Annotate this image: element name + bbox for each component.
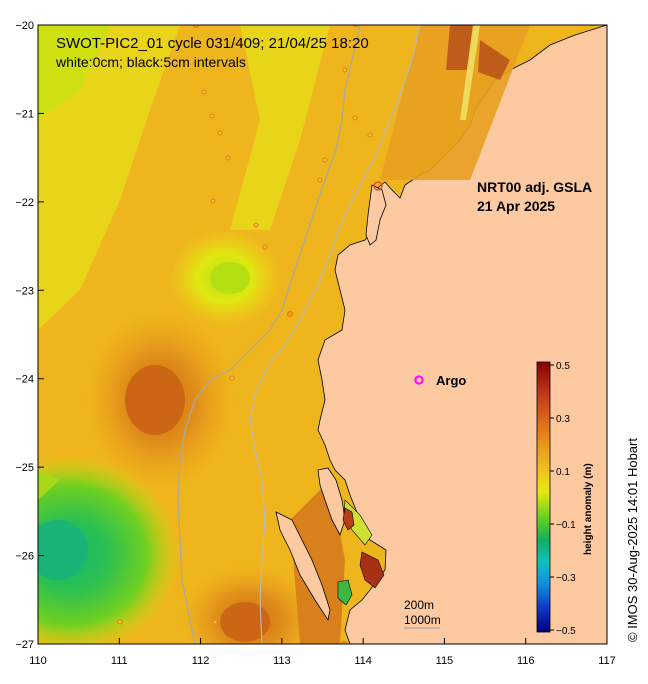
y-tick-label: −23 xyxy=(15,285,34,297)
map-subtitle: white:0cm; black:5cm intervals xyxy=(55,54,246,70)
drifter-markers xyxy=(117,25,383,644)
drifter-marker xyxy=(342,67,348,73)
x-tick-label: 110 xyxy=(29,655,47,667)
drifter-marker xyxy=(367,132,373,138)
drifter-marker xyxy=(341,641,347,644)
drifter-marker xyxy=(229,375,235,381)
colorbar-tick-label: −0.3 xyxy=(556,573,576,584)
swath-hot-b xyxy=(478,40,510,80)
isobath-1000m-label: 1000m xyxy=(404,613,441,627)
drifter-marker xyxy=(317,177,323,183)
colorbar-ticks: 0.5 0.3 0.1 −0.1 −0.3 −0.5 xyxy=(550,361,576,637)
drifter-marker xyxy=(322,157,328,163)
orange-shelf-south xyxy=(290,480,345,644)
colorbar-tick-label: 0.3 xyxy=(556,414,570,425)
x-axis: 110 111 112 113 114 115 116 117 xyxy=(29,638,616,667)
y-tick-label: −22 xyxy=(15,197,34,209)
map-title: SWOT-PIC2_01 cycle 031/409; 21/04/25 18:… xyxy=(56,35,369,52)
drifter-marker xyxy=(225,155,231,161)
drifter-marker xyxy=(193,25,199,28)
green-edge xyxy=(38,470,60,500)
sharkbay-hot-spot-north xyxy=(342,507,355,531)
drifter-marker xyxy=(352,115,358,121)
colorbar-title: height anomaly (m) xyxy=(583,463,594,555)
product-label: NRT00 adj. GSLA xyxy=(477,179,592,195)
isobath-200m-label: 200m xyxy=(404,598,434,612)
yellow-region-west xyxy=(38,25,180,330)
drifter-marker xyxy=(287,311,293,317)
y-tick-label: −21 xyxy=(15,108,34,120)
sharkbay-green-patch xyxy=(337,579,353,606)
x-tick-label: 112 xyxy=(192,655,210,667)
x-tick-label: 114 xyxy=(354,655,372,667)
colorbar: 0.5 0.3 0.1 −0.1 −0.3 −0.5 height anomaly (m) xyxy=(536,361,594,637)
swath-hot-a xyxy=(446,25,475,70)
sharkbay-west-arm xyxy=(275,511,331,622)
argo-label: Argo xyxy=(436,373,466,388)
isobath-200m xyxy=(177,25,361,644)
sea-level-field xyxy=(38,25,607,644)
peninsula xyxy=(365,184,387,246)
drifter-marker xyxy=(210,198,216,204)
y-tick-label: −24 xyxy=(15,374,34,386)
x-tick-label: 117 xyxy=(598,655,616,667)
green-eddy-core xyxy=(38,520,88,580)
colorbar-tick-label: −0.1 xyxy=(556,520,576,531)
drifter-marker xyxy=(212,619,218,625)
orange-eddy-core xyxy=(125,365,185,435)
y-tick-label: −27 xyxy=(15,639,34,651)
drifter-marker xyxy=(209,113,215,119)
credit-text: © IMOS 30-Aug-2025 14:01 Hobart xyxy=(625,438,640,642)
y-tick-label: −26 xyxy=(15,551,34,563)
x-tick-label: 113 xyxy=(273,655,291,667)
colorbar-tick-label: −0.5 xyxy=(556,626,576,637)
drifter-marker xyxy=(353,25,359,27)
product-date: 21 Apr 2025 xyxy=(477,198,555,214)
sharkbay-peron xyxy=(317,467,346,537)
colorbar-tick-label: 0.1 xyxy=(556,467,570,478)
isobath-1000m xyxy=(249,25,421,644)
yellow-band-north xyxy=(230,25,330,230)
colorbar-scale xyxy=(536,361,551,633)
argo-marker xyxy=(414,375,424,385)
drifter-marker xyxy=(201,89,207,95)
yellow-eddy-core xyxy=(210,262,250,294)
x-tick-label: 115 xyxy=(436,655,454,667)
y-tick-label: −25 xyxy=(15,462,34,474)
swath-gap xyxy=(460,25,480,120)
y-tick-label: −20 xyxy=(15,20,34,32)
sharkbay-hot-spot xyxy=(359,551,385,589)
drifter-marker xyxy=(253,222,259,228)
drifter-marker xyxy=(217,130,223,136)
x-tick-label: 116 xyxy=(517,655,535,667)
yellow-green-northwest xyxy=(38,25,110,120)
plot-frame xyxy=(37,24,608,645)
drifter-marker xyxy=(117,619,123,625)
x-tick-label: 111 xyxy=(111,655,128,667)
colorbar-tick-label: 0.5 xyxy=(556,361,570,372)
green-eddy xyxy=(38,455,180,644)
drifter-marker xyxy=(262,244,268,250)
orange-eddy-south-core xyxy=(220,602,270,642)
drifter-marker-large xyxy=(373,181,383,191)
y-axis: −20 −21 −22 −23 −24 −25 −26 −27 xyxy=(15,20,44,651)
